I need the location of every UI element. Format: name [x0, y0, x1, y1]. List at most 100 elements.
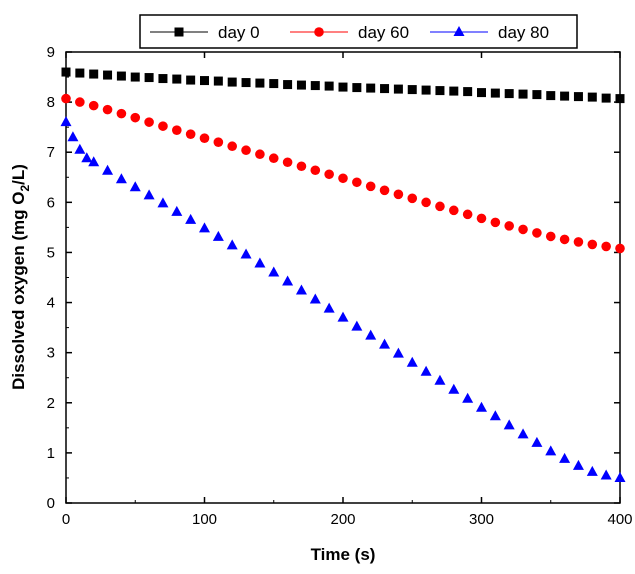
data-point: [600, 469, 612, 480]
data-point: [103, 70, 113, 80]
x-tick-label: 200: [330, 511, 355, 528]
data-point: [144, 73, 154, 83]
data-point: [435, 86, 445, 96]
data-point: [434, 374, 446, 385]
data-point: [448, 383, 460, 394]
data-point: [102, 164, 114, 175]
data-point: [365, 181, 376, 192]
data-point: [572, 459, 584, 470]
data-point: [503, 419, 515, 430]
data-point: [489, 410, 501, 421]
data-point: [476, 213, 487, 224]
data-point: [366, 83, 376, 93]
y-tick-label: 1: [47, 445, 55, 462]
data-point: [449, 205, 459, 216]
y-tick-label: 0: [47, 495, 55, 512]
data-point: [88, 156, 100, 167]
data-point: [102, 104, 113, 115]
data-point: [518, 89, 528, 99]
x-tick-label: 400: [607, 511, 632, 528]
data-point: [392, 347, 404, 358]
data-point: [449, 86, 459, 96]
data-point: [338, 173, 348, 184]
data-point: [601, 241, 611, 252]
data-point: [338, 82, 348, 92]
data-point: [310, 165, 321, 176]
data-point: [420, 365, 432, 376]
data-point: [462, 209, 473, 220]
data-point: [393, 189, 404, 200]
data-point: [462, 392, 474, 403]
data-point: [393, 84, 403, 94]
data-point: [406, 356, 418, 367]
data-point: [531, 436, 543, 447]
data-point: [158, 121, 168, 131]
y-tick-label: 4: [47, 295, 55, 312]
data-point: [75, 97, 85, 107]
data-point: [241, 78, 251, 88]
data-point: [573, 237, 584, 247]
y-tick-label: 9: [47, 44, 55, 61]
data-point: [324, 81, 334, 91]
legend: day 0 day 60 day 80: [139, 14, 578, 49]
data-point: [61, 67, 71, 77]
x-axis-title: Time (s): [311, 545, 376, 564]
x-tick-label: 0: [62, 511, 70, 528]
data-point: [282, 157, 293, 168]
data-point: [241, 145, 251, 156]
data-point: [309, 293, 321, 304]
data-point: [517, 428, 529, 439]
legend-label: day 80: [498, 23, 549, 42]
y-tick-label: 7: [47, 144, 55, 161]
data-point: [545, 445, 557, 456]
data-point: [200, 76, 209, 86]
data-point: [130, 112, 141, 123]
data-point: [324, 169, 334, 180]
data-point: [532, 90, 542, 100]
y-axis-title-suffix: /L): [9, 164, 28, 185]
data-point: [199, 133, 210, 143]
legend-box: [139, 14, 578, 49]
y-tick-label: 5: [47, 244, 55, 261]
data-point: [463, 87, 473, 97]
x-tick-label: 300: [469, 511, 494, 528]
axes: 0 100 200 300 400 0 1 2 3 4 5 6 7 8 9: [47, 44, 633, 528]
data-point: [296, 80, 306, 90]
data-point: [227, 77, 237, 87]
x-tick-label: 100: [192, 511, 217, 528]
data-point: [213, 76, 223, 86]
y-axis-title: Dissolved oxygen (mg O2/L): [9, 164, 32, 390]
data-point: [559, 452, 571, 463]
data-point: [61, 93, 71, 104]
data-point: [296, 161, 307, 172]
legend-items: day 0 day 60 day 80: [150, 23, 549, 42]
data-point: [88, 100, 99, 111]
data-point: [586, 465, 598, 476]
data-point: [254, 257, 266, 268]
data-point: [546, 91, 556, 101]
data-point: [337, 311, 349, 322]
data-point: [89, 69, 99, 79]
data-point: [269, 79, 279, 89]
data-point: [157, 197, 169, 208]
data-point: [490, 88, 500, 98]
data-point: [129, 181, 141, 192]
data-point: [116, 108, 127, 119]
legend-label: day 0: [218, 23, 260, 42]
data-point: [75, 68, 85, 78]
data-point: [407, 85, 417, 95]
data-point: [144, 117, 154, 127]
data-point: [81, 152, 93, 163]
data-point: [615, 94, 625, 104]
data-point: [407, 193, 418, 204]
data-point: [421, 197, 431, 208]
data-point: [310, 81, 320, 91]
data-point: [601, 93, 611, 103]
y-tick-label: 3: [47, 345, 55, 362]
data-point: [227, 141, 237, 152]
data-point: [490, 217, 501, 228]
data-point: [283, 80, 293, 90]
data-point: [532, 228, 542, 238]
data-point: [559, 234, 570, 245]
